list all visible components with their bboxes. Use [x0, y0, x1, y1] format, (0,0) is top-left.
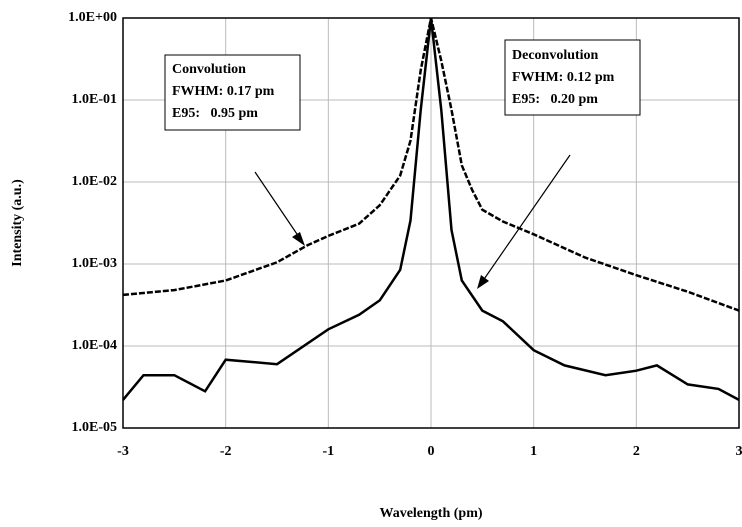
annotation-box — [164, 54, 301, 131]
y-tick-label: 1.0E-02 — [72, 174, 118, 189]
annotation-text: Convolution — [172, 62, 246, 77]
annotation-text: E95: 0.95 pm — [172, 106, 258, 121]
annotation-box — [504, 39, 641, 116]
plot-frame — [122, 17, 740, 429]
annotation-text: Deconvolution — [512, 48, 599, 63]
x-tick-label: 3 — [736, 444, 742, 459]
y-tick-label: 1.0E-05 — [72, 420, 118, 435]
y-tick-label: 1.0E-04 — [72, 338, 118, 353]
y-tick-label: 1.0E-01 — [72, 92, 118, 107]
y-tick-label: 1.0E+00 — [68, 10, 117, 25]
series-line — [122, 17, 740, 402]
x-tick-label: -1 — [322, 444, 334, 459]
annotation-text: E95: 0.20 pm — [512, 92, 598, 107]
y-tick-label: 1.0E-03 — [72, 256, 118, 271]
annotation: Deconvolution FWHM: 0.12 pm E95: 0.20 pm — [477, 39, 641, 289]
annotation: Convolution FWHM: 0.17 pm E95: 0.95 pm — [164, 54, 305, 246]
y-axis-title: Intensity (a.u.) — [10, 179, 25, 267]
x-tick-label: 2 — [633, 444, 640, 459]
x-tick-label: -2 — [220, 444, 232, 459]
arrow — [479, 154, 571, 286]
arrow — [254, 171, 304, 244]
x-tick-label: -3 — [117, 444, 129, 459]
x-tick-label: 1 — [530, 444, 537, 459]
arrow-head — [292, 232, 305, 246]
annotation-text: FWHM: 0.17 pm — [172, 84, 275, 99]
annotation-text: FWHM: 0.12 pm — [512, 70, 615, 85]
x-tick-label: 0 — [428, 444, 435, 459]
arrow-head — [477, 275, 489, 289]
x-axis-title: Wavelength (pm) — [379, 506, 482, 521]
